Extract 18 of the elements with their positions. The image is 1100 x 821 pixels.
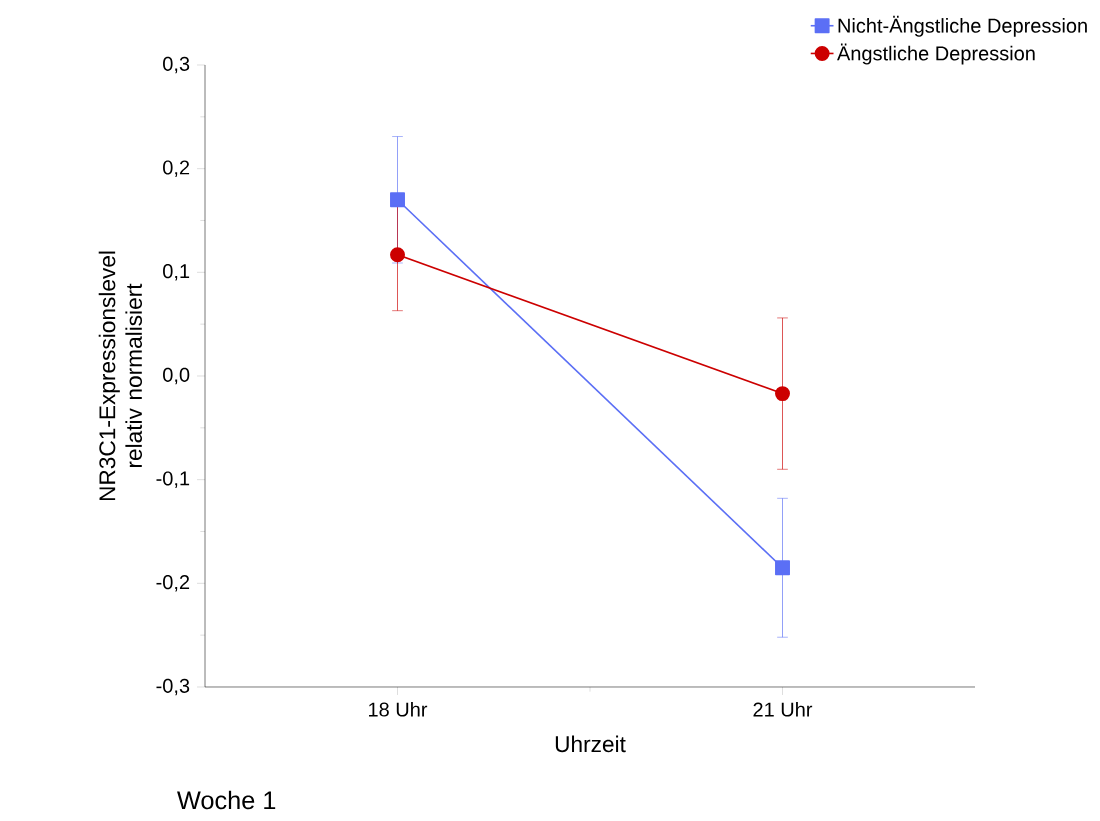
- point: [775, 386, 790, 402]
- x-axis-title: Uhrzeit: [555, 735, 626, 753]
- y-tick-label: -0,3: [156, 678, 190, 696]
- y-tick-label: 0,1: [163, 264, 190, 281]
- legend-label: Nicht-Ängstliche Depression: [838, 15, 1087, 37]
- y-axis-title: NR3C1-Expressionslevel relativ normalisiert: [98, 251, 143, 501]
- point: [390, 192, 405, 208]
- y-tick-label: -0,1: [156, 471, 190, 488]
- y-tick-label: 0,3: [163, 56, 190, 74]
- point: [775, 560, 790, 576]
- y-tick-label: 0,0: [163, 367, 190, 385]
- point: [390, 247, 405, 263]
- legend-label: Ängstliche Depression: [837, 43, 1035, 65]
- x-tick-label: 21 Uhr: [753, 701, 813, 717]
- y-tick-label: 0,2: [163, 160, 190, 177]
- x-tick-label: 18 Uhr: [369, 701, 428, 717]
- y-tick-label: -0,2: [156, 575, 190, 592]
- text: Woche 1: [177, 790, 276, 810]
